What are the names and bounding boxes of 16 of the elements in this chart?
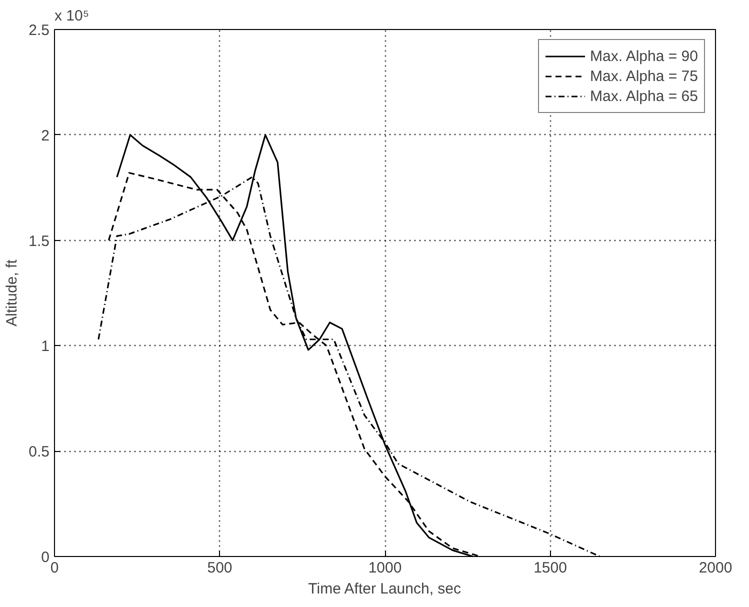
x-tick-label: 1000 [368,560,402,576]
y-tick-label: 2.5 [28,22,50,39]
x-tick-label: 2000 [698,560,732,576]
y-tick-label: 1 [41,338,50,356]
legend-label: Max. Alpha = 90 [590,48,698,64]
y-tick-label: 0.5 [28,444,50,461]
x-tick-label: 500 [207,560,232,576]
y-axis-title: Altitude, ft [4,258,21,326]
text: x 10⁵ [54,8,90,24]
x-tick-label: 1500 [534,560,567,576]
x-axis-title: Time After Launch, sec [308,580,462,598]
y-tick-label: 0 [41,549,50,566]
legend-label: Max. Alpha = 75 [590,68,698,84]
y-tick-label: 1.5 [28,232,50,250]
legend-label: Max. Alpha = 65 [590,88,698,104]
y-tick-label: 2 [41,127,50,144]
